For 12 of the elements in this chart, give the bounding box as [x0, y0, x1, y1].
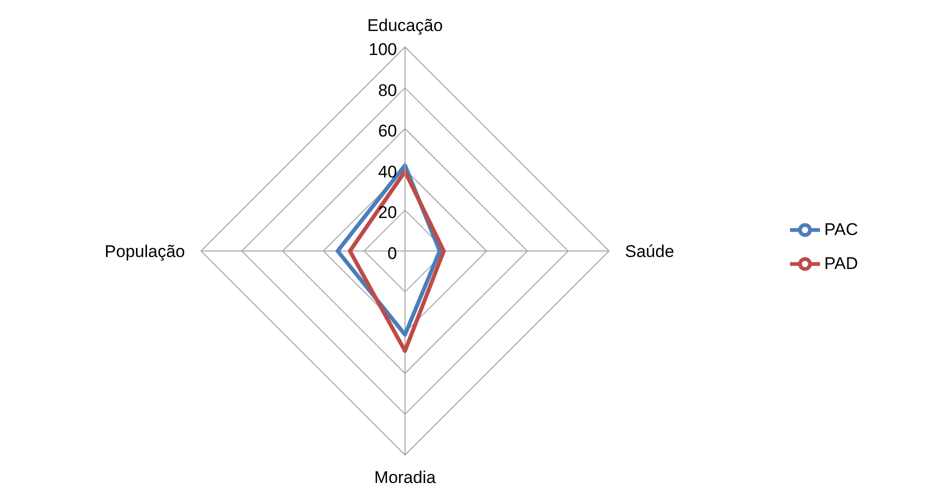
y-tick-label: 40	[378, 162, 397, 182]
spoke-label: Saúde	[625, 242, 674, 262]
y-tick-label: 0	[388, 244, 397, 263]
y-tick-label: 80	[378, 80, 397, 100]
legend-label: PAD	[824, 254, 858, 272]
spoke-label: Educação	[367, 16, 443, 35]
y-tick-label: 20	[378, 203, 397, 222]
legend-label: PAC	[824, 220, 858, 238]
spoke-label: Moradia	[374, 468, 436, 485]
spoke-label: População	[104, 242, 185, 262]
y-tick-label: 100	[368, 40, 397, 59]
y-tick-label: 60	[378, 122, 397, 141]
